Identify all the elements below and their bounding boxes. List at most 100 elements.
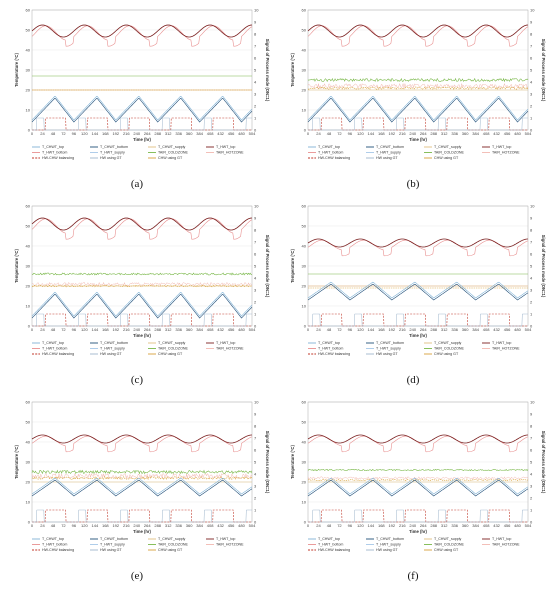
x-axis-label: Time (hr): [409, 333, 427, 338]
y2-tick-label: 1: [254, 507, 257, 512]
x-tick-label: 432: [217, 131, 224, 136]
x-tick-label: 96: [348, 131, 353, 136]
legend-label: TAIR_HOTZONE: [216, 151, 244, 155]
y2-tick-label: 8: [530, 423, 533, 428]
panel-caption: (c): [130, 374, 144, 386]
y-tick-label: 40: [302, 439, 307, 444]
x-tick-label: 72: [61, 131, 66, 136]
y2-tick-label: 9: [530, 411, 533, 416]
y2-tick-label: 6: [254, 251, 257, 256]
series-t-chwt-top: [31, 292, 253, 317]
x-tick-label: 48: [327, 131, 332, 136]
x-tick-label: 120: [81, 523, 88, 528]
x-tick-label: 312: [441, 523, 448, 528]
x-tick-label: 192: [388, 327, 395, 332]
y-tick-label: 10: [302, 499, 307, 504]
series-t-chwt-bottom: [31, 294, 253, 319]
x-tick-label: 216: [399, 131, 406, 136]
y2-tick-label: 2: [530, 299, 533, 304]
x-tick-label: 264: [420, 523, 427, 528]
x-tick-label: 312: [165, 327, 172, 332]
legend-label: HW-CHW balancing: [42, 352, 74, 356]
series-t-chwt-bottom: [31, 479, 253, 497]
y-tick-label: 30: [302, 459, 307, 464]
y2-tick-label: 6: [254, 447, 257, 452]
series-tair-hotzone: [307, 82, 529, 90]
y-tick-label: 20: [26, 87, 31, 92]
x-tick-label: 408: [483, 523, 490, 528]
x-tick-label: 504: [249, 131, 256, 136]
y2-tick-label: 1: [530, 311, 533, 316]
x-tick-label: 264: [144, 327, 151, 332]
x-tick-label: 288: [154, 523, 161, 528]
y2-tick-label: 4: [530, 275, 533, 280]
legend-label: HW using GT: [376, 548, 398, 552]
x-tick-label: 480: [514, 327, 521, 332]
y2-tick-label: 7: [254, 435, 257, 440]
y-tick-label: 60: [26, 7, 31, 12]
y-tick-label: 20: [302, 479, 307, 484]
series-hw-using-gt: [32, 117, 252, 131]
x-tick-label: 456: [504, 523, 511, 528]
series-t-chwt-top: [307, 96, 529, 121]
legend-label: HW-CHW balancing: [42, 156, 74, 160]
x-tick-label: 384: [472, 523, 479, 528]
x-tick-label: 480: [238, 131, 245, 136]
y2-tick-label: 2: [530, 495, 533, 500]
x-tick-label: 288: [154, 131, 161, 136]
x-tick-label: 336: [451, 327, 458, 332]
x-tick-label: 24: [316, 523, 321, 528]
x-tick-label: 288: [430, 523, 437, 528]
series-hw-using-gt: [308, 117, 528, 131]
x-tick-label: 336: [175, 327, 182, 332]
y-tick-label: 10: [26, 107, 31, 112]
y-axis-label: Temperature (°C): [290, 445, 295, 479]
x-tick-label: 144: [92, 131, 99, 136]
legend-label: TAIR_COLDZONE: [434, 151, 464, 155]
x-axis-label: Time (hr): [133, 333, 151, 338]
legend-label: HW-CHW balancing: [42, 548, 74, 552]
x-tick-label: 360: [186, 523, 193, 528]
y2-tick-label: 1: [254, 115, 257, 120]
x-tick-label: 96: [72, 327, 77, 332]
x-tick-label: 360: [462, 523, 469, 528]
legend-label: T_CHWT_supply: [158, 537, 186, 541]
x-tick-label: 216: [123, 327, 130, 332]
series-tair-hotzone: [307, 476, 529, 480]
x-tick-label: 0: [31, 523, 34, 528]
y2-tick-label: 0: [254, 127, 257, 132]
panel-caption: (a): [130, 178, 144, 190]
y-tick-label: 50: [302, 223, 307, 228]
legend-label: HW using GT: [100, 156, 122, 160]
y-axis-label: Temperature (°C): [290, 53, 295, 87]
x-tick-label: 432: [217, 523, 224, 528]
y2-tick-label: 5: [254, 67, 257, 72]
legend-label: T_HWT_top: [492, 341, 511, 345]
series-t-chwt-bottom: [307, 283, 529, 301]
x-tick-label: 456: [228, 131, 235, 136]
series-t-hwt-bottom: [31, 218, 253, 240]
legend-label: CHW using GT: [158, 352, 183, 356]
x-tick-label: 264: [144, 523, 151, 528]
chart-panel: 0 10 20 30 40 50 60 0 1 2 3 4 5 6 7 8 9 10 0 24 48 72 96 120 144…: [278, 394, 548, 586]
x-tick-label: 456: [504, 131, 511, 136]
x-tick-label: 240: [409, 327, 416, 332]
y-tick-label: 10: [302, 303, 307, 308]
x-tick-label: 360: [462, 327, 469, 332]
x-tick-label: 504: [525, 327, 532, 332]
x-tick-label: 96: [348, 523, 353, 528]
x-tick-label: 168: [378, 523, 385, 528]
y2-tick-label: 5: [254, 263, 257, 268]
y2-tick-label: 3: [254, 483, 257, 488]
y-tick-label: 60: [26, 399, 31, 404]
series-t-hwt-bottom: [31, 25, 253, 47]
series-hw-chw-balancing: [32, 509, 252, 523]
y-tick-label: 40: [26, 47, 31, 52]
x-tick-label: 0: [307, 523, 310, 528]
y-tick-label: 20: [302, 283, 307, 288]
legend-label: T_CHWT_top: [42, 341, 64, 345]
x-axis-label: Time (hr): [133, 529, 151, 534]
series-t-chwt-bottom: [31, 98, 253, 123]
